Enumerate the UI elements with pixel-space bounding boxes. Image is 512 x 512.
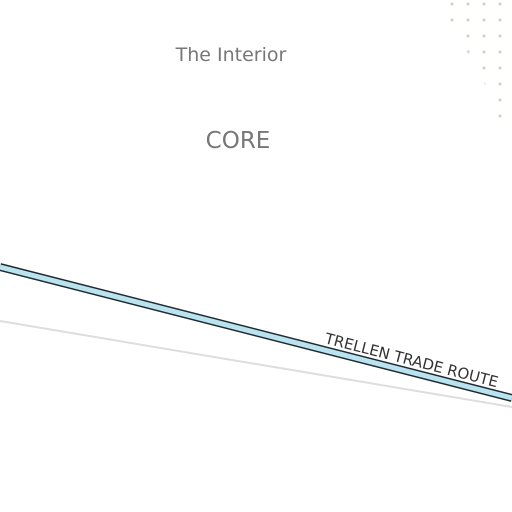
region-label: The Interior [175,44,287,66]
trellen-trade-route[interactable] [0,263,512,402]
secondary-route-line [0,320,512,408]
sector-label: CORE [206,128,271,154]
dotted-region [440,0,512,150]
